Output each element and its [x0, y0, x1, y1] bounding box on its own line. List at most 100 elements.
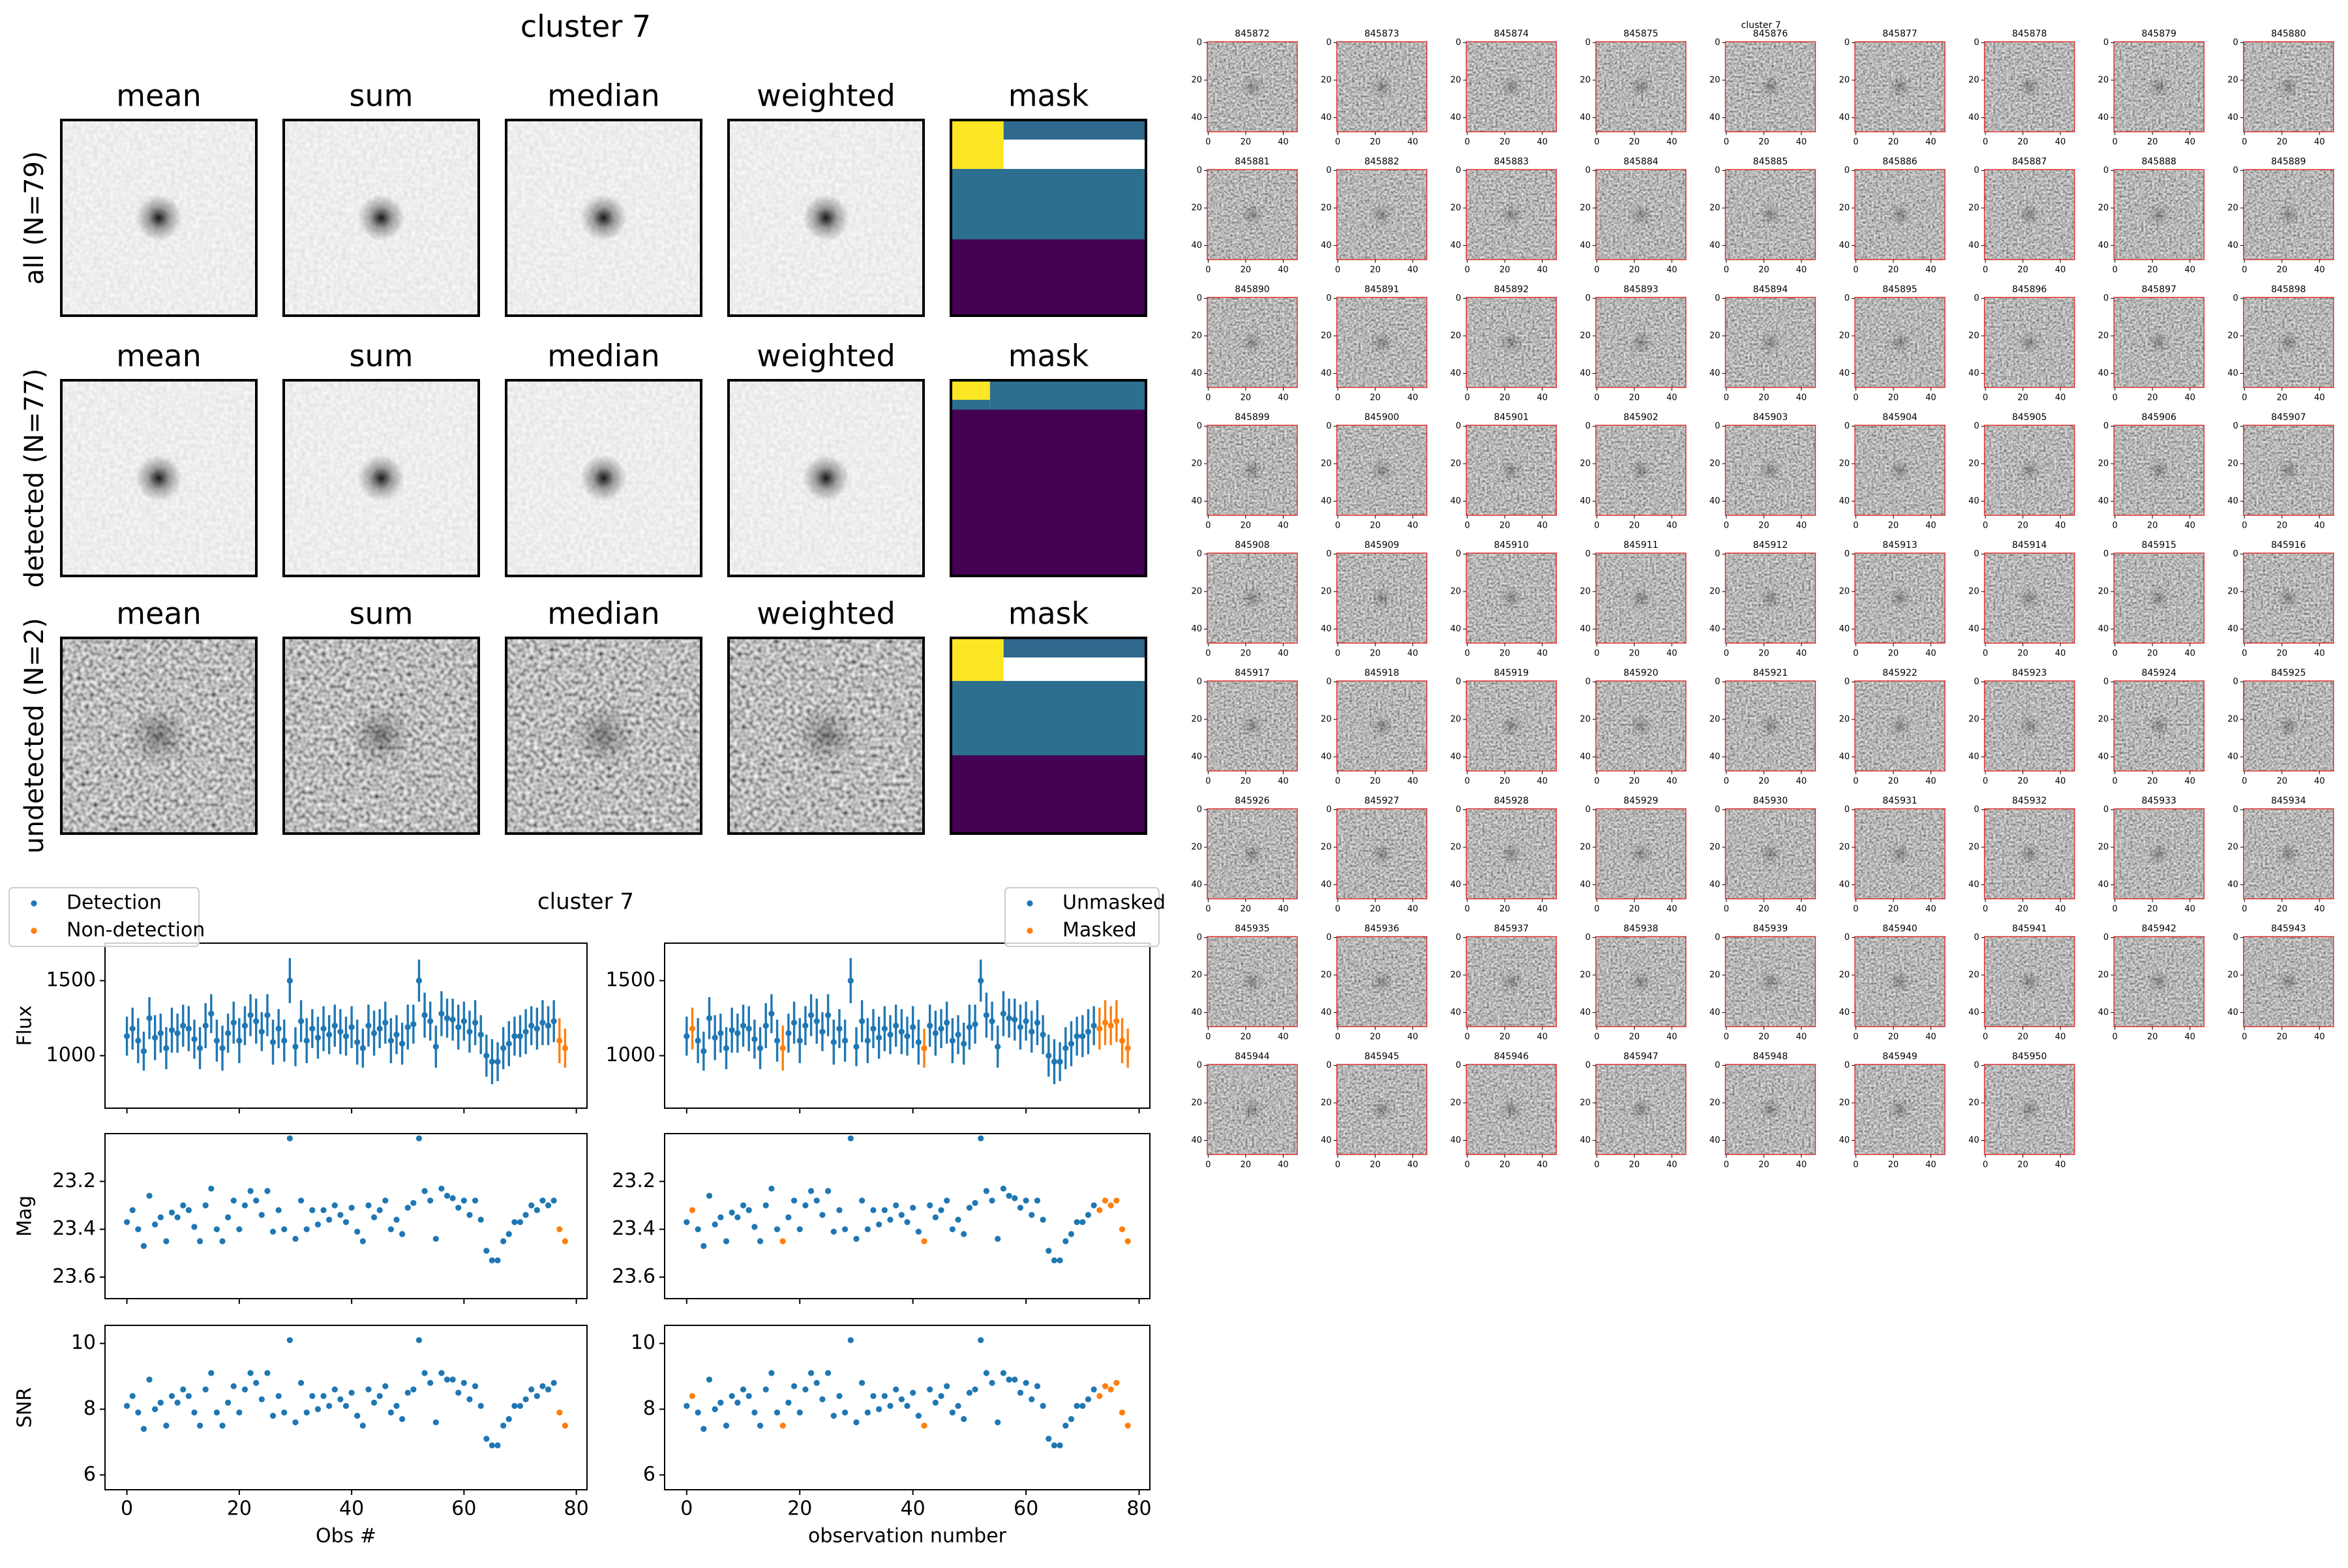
y-tick-label: 0: [1974, 294, 1979, 303]
y-tick-label: 40: [1580, 369, 1591, 378]
point: [1051, 1059, 1058, 1065]
point: [1023, 1380, 1029, 1386]
x-tick-label: 0: [1464, 777, 1469, 787]
y-tick-label: 20: [2098, 75, 2109, 85]
source-blob: [2276, 459, 2300, 482]
point: [163, 1045, 170, 1051]
point: [455, 1205, 462, 1211]
point: [342, 1219, 350, 1226]
y-tick-label: 40: [1321, 624, 1332, 634]
y-tick-label: 20: [1580, 714, 1591, 724]
thumbnail-title: 845872: [1235, 29, 1269, 39]
point: [915, 1039, 922, 1046]
point: [1091, 1202, 1097, 1209]
point: [455, 1389, 462, 1396]
point: [768, 1185, 775, 1192]
y-tick-label: 0: [1586, 166, 1591, 175]
point: [1107, 1202, 1114, 1209]
source-blob: [1241, 1098, 1264, 1121]
point: [1096, 1025, 1103, 1032]
y-tick-label: 40: [1321, 880, 1332, 890]
point: [734, 1399, 741, 1406]
point: [432, 1419, 439, 1426]
point: [314, 1406, 322, 1413]
y-tick-label: 0: [1586, 38, 1591, 48]
y-tick-label: 40: [1839, 1008, 1850, 1018]
y-tick-label: 0: [1974, 38, 1979, 48]
x-tick-label: 40: [2314, 138, 2325, 147]
x-tick-label: 40: [1278, 905, 1289, 914]
y-tick-label: 40: [1839, 624, 1850, 634]
thumbnail-title: 845908: [1235, 540, 1269, 550]
thumbnail-frame: [1595, 936, 1687, 1027]
point: [876, 1034, 882, 1041]
point: [387, 1409, 395, 1416]
point: [859, 1380, 865, 1386]
point: [978, 1135, 984, 1141]
point: [185, 1025, 192, 1032]
y-tick-label: 40: [1191, 752, 1202, 762]
thumbnail-frame: [1466, 552, 1557, 644]
thumbnail-title: 845886: [1882, 157, 1918, 167]
point: [1034, 1019, 1041, 1026]
source-blob: [1629, 714, 1653, 738]
thumbnail-title: 845896: [2012, 284, 2047, 295]
mask-region: [951, 755, 1146, 834]
point: [1046, 1052, 1052, 1059]
point: [1012, 1016, 1018, 1023]
point: [191, 1036, 198, 1042]
point: [751, 1036, 758, 1042]
thumbnail-title: 845926: [1235, 796, 1270, 806]
point: [421, 1188, 428, 1194]
thumbnail-title: 845939: [1753, 924, 1788, 934]
point: [723, 1045, 730, 1051]
thumbnail-title: 845913: [1882, 540, 1917, 550]
point: [320, 1025, 327, 1032]
point: [337, 1029, 344, 1035]
thumbnail-title: 845879: [2141, 29, 2176, 39]
point: [460, 1380, 467, 1386]
stamp-frame: [282, 379, 480, 577]
point: [921, 1238, 927, 1244]
x-tick-label: 20: [2147, 777, 2158, 787]
y-tick-label: 20: [1839, 331, 1850, 340]
source-blob: [1758, 714, 1783, 738]
x-tick-label: 20: [1888, 521, 1899, 531]
x-tick-label: 20: [1370, 265, 1381, 275]
x-tick-label: 0: [1205, 1033, 1211, 1042]
thumbnail-frame: [2243, 425, 2334, 516]
x-tick-label: 0: [1983, 393, 1988, 403]
point: [163, 1238, 170, 1244]
source-blob: [1629, 842, 1653, 866]
x-tick-label: 0: [1205, 265, 1211, 275]
y-tick-label: 0: [1586, 1061, 1591, 1070]
point: [1119, 1226, 1126, 1233]
point: [370, 1214, 378, 1220]
point: [955, 1402, 961, 1410]
y-tick-label: 40: [1839, 113, 1850, 123]
x-tick-label: 0: [1205, 905, 1211, 914]
thumbnail-frame: [1595, 552, 1687, 644]
x-tick-label: 20: [1888, 649, 1899, 659]
point: [887, 1402, 894, 1410]
y-tick-label: 0: [2233, 421, 2238, 431]
stamp-frame: [282, 637, 480, 835]
point: [393, 1031, 400, 1038]
y-tick-label: 20: [1191, 459, 1202, 468]
point: [370, 1030, 378, 1036]
y-tick-label: 0: [2103, 805, 2109, 815]
y-tick-label: 0: [1326, 166, 1331, 175]
x-tick-label: 20: [1758, 649, 1769, 659]
point: [281, 1037, 288, 1044]
source-blob: [1888, 75, 1912, 98]
y-tick-label: 40: [1968, 496, 1979, 506]
stamp-frame: [727, 119, 925, 317]
point: [196, 1238, 203, 1244]
point: [314, 1034, 322, 1041]
stamp-frame: [727, 637, 925, 835]
point: [180, 1386, 187, 1393]
thumbnail-title: 845891: [1364, 284, 1399, 295]
point: [717, 1214, 724, 1220]
x-tick-label: 80: [564, 1498, 589, 1520]
point: [1012, 1195, 1018, 1201]
